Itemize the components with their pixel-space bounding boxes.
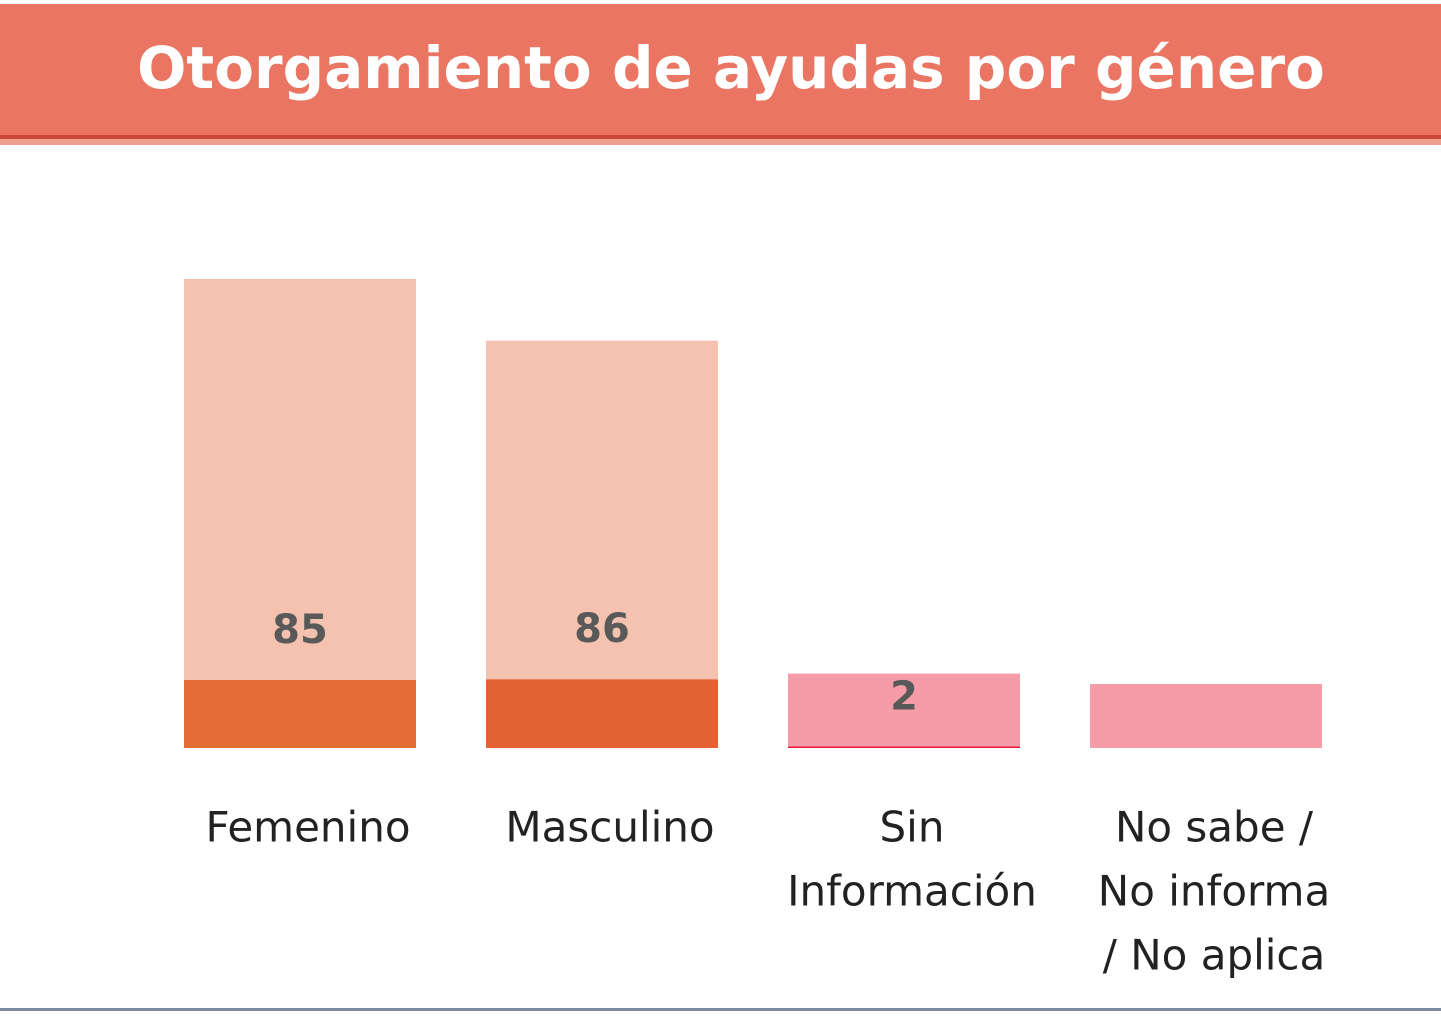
value-label: 2 xyxy=(890,673,918,719)
x-tick-label: Información xyxy=(787,867,1037,916)
value-label: 85 xyxy=(272,607,328,653)
chart-title: Otorgamiento de ayudas por género xyxy=(137,34,1325,102)
x-tick-label: Sin xyxy=(880,803,945,852)
title-rule-light xyxy=(0,139,1441,145)
x-tick-label: Masculino xyxy=(505,803,714,852)
bar-segment xyxy=(184,679,416,748)
bar-segment xyxy=(1090,683,1322,748)
x-tick-label: No sabe / xyxy=(1115,803,1314,852)
title-rule xyxy=(0,135,1441,139)
bar-segment xyxy=(788,746,1020,748)
x-tick-label: / No aplica xyxy=(1103,931,1326,980)
bar-segment xyxy=(486,340,718,680)
title-band xyxy=(0,4,1441,138)
value-label: 86 xyxy=(574,606,630,652)
bar-segment xyxy=(184,279,416,680)
bar-segment xyxy=(486,679,718,748)
bottom-rule xyxy=(0,1008,1441,1011)
bar-segment xyxy=(788,673,1020,747)
x-tick-label: No informa xyxy=(1098,867,1330,916)
x-tick-label: Femenino xyxy=(205,803,410,852)
